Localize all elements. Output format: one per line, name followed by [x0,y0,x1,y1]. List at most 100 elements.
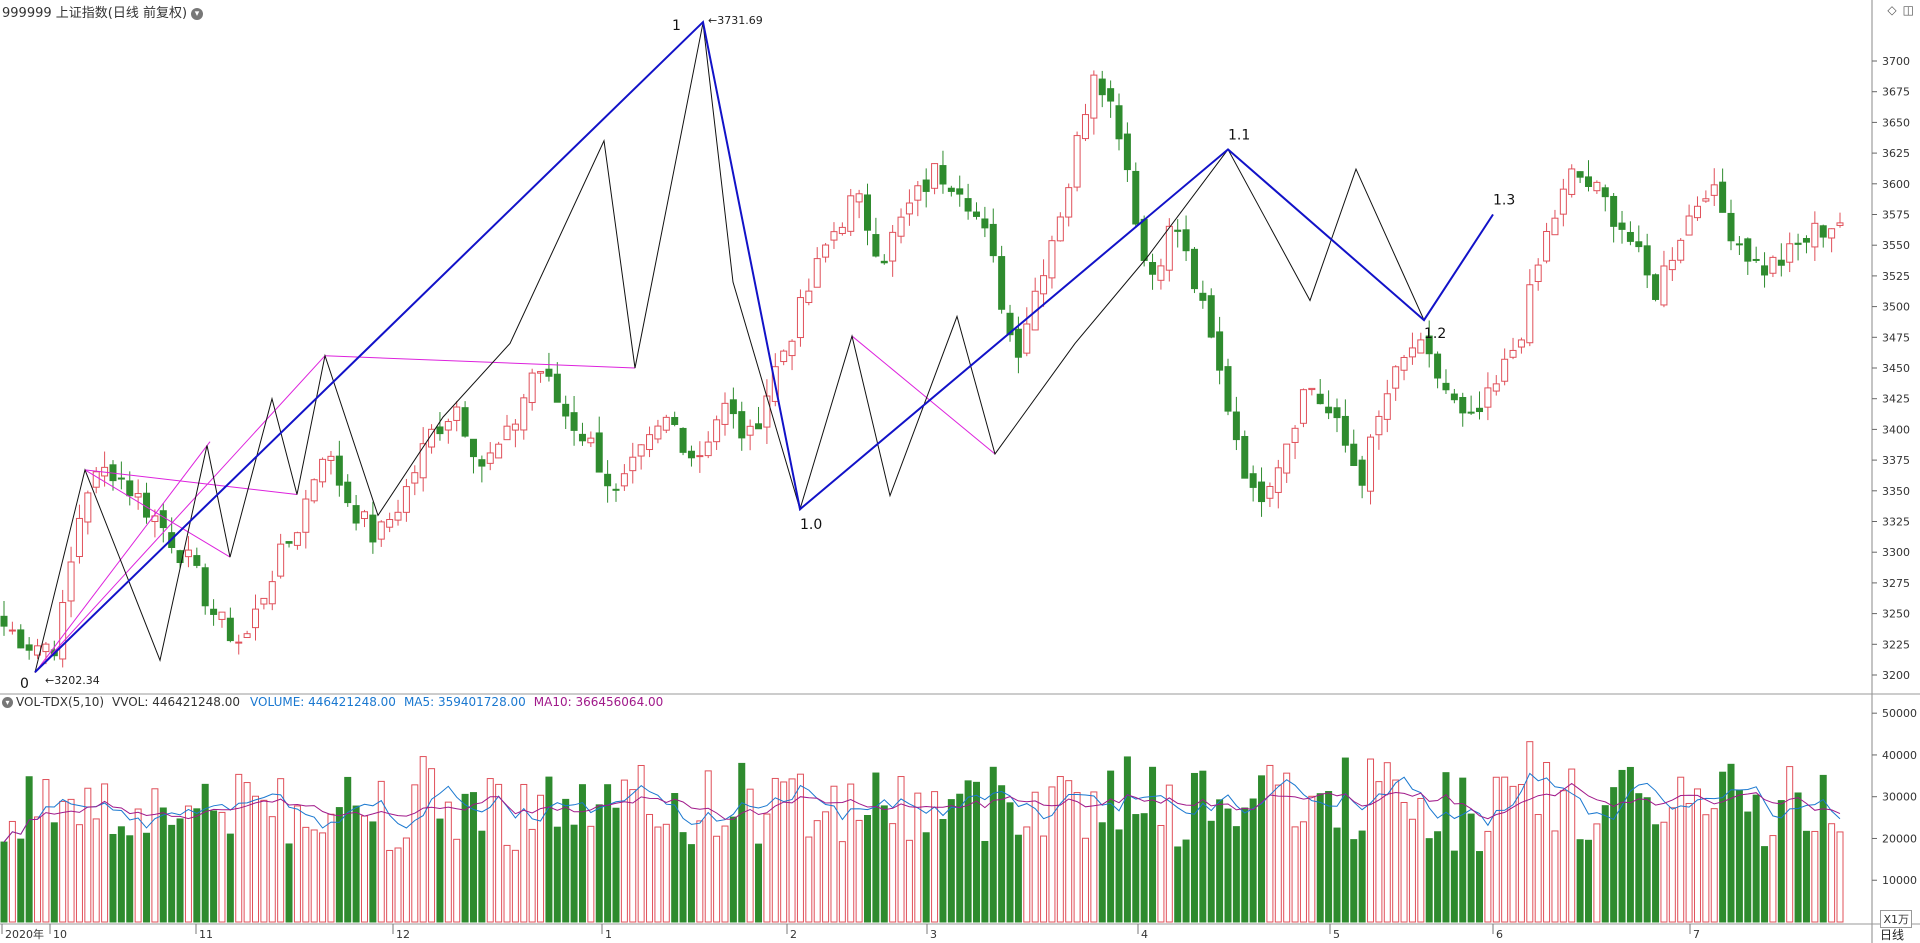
chart-title-text: 999999 上证指数(日线 前复权) [2,6,188,21]
volume-bar-down [1442,772,1450,923]
volume-bar-up [1073,792,1081,923]
wave-label: 1.2 [1424,326,1446,342]
volume-bar-up [453,838,461,923]
candle-down [369,514,377,543]
time-tick-label: 3 [930,928,937,941]
volume-bar-up [495,783,503,923]
candle-up [1408,347,1416,358]
volume-bar-down [755,843,763,923]
volume-bar-up [897,776,905,923]
candle-up [1392,366,1400,389]
candle-up [796,297,804,339]
top-right-icons: ◇ ◫ [1881,3,1914,17]
chevron-down-icon[interactable]: ▾ [191,7,204,20]
candle-down [989,223,997,257]
candle-up [780,350,788,363]
candle-up [1685,215,1693,236]
volume-bar-up [629,789,637,923]
volume-bar-down [1182,839,1190,923]
volume-bar-down [671,793,679,923]
candle-up [1165,225,1173,271]
volume-bar-up [1501,776,1509,923]
candle-down [545,368,553,377]
price-tick-label: 3325 [1882,516,1910,529]
wave-line-major [34,20,1494,673]
volume-bar-down [1132,814,1140,923]
candle-down [1777,259,1785,266]
volume-indicator-name[interactable]: VOL-TDX(5,10) [16,695,105,709]
volume-bar-up [931,791,939,923]
candle-down [469,438,477,458]
volume-bar-up [1367,758,1375,923]
volume-bar-down [1014,834,1022,923]
time-tick-label: 5 [1333,928,1340,941]
volume-bar-up [1593,823,1601,923]
volume-bar-up [1065,780,1073,923]
volume-bar-up [1685,802,1693,923]
volume-bar-up [402,837,410,923]
candle-down [210,608,218,615]
candle-down [671,417,679,425]
diamond-icon[interactable]: ◇ [1887,3,1897,17]
candle-down [956,188,964,195]
candle-down [872,234,880,257]
candle-down [1115,105,1123,140]
chart-title[interactable]: 999999 上证指数(日线 前复权) ▾ [2,2,204,21]
volume-bar-up [1081,837,1089,923]
candle-down [1182,229,1190,252]
candle-up [386,519,394,528]
volume-bar-down [352,805,360,923]
volume-bar-down [1601,805,1609,923]
candle-down [1819,225,1827,238]
candle-up [1081,114,1089,140]
candle-up [1056,216,1064,242]
volume-bar-up [1048,786,1056,923]
volume-bar-down [1761,846,1769,923]
candle-down [1358,459,1366,486]
volume-bar-down [1643,797,1651,923]
volume-bar-up [1484,830,1492,923]
volume-bar-down [0,841,8,923]
chevron-down-icon[interactable]: ▾ [2,697,13,708]
volume-bar-up [1559,790,1567,923]
volume-bar-down [1618,769,1626,923]
candle-up [1710,184,1718,196]
volume-bar-up [360,815,368,923]
candle-up [1308,387,1316,391]
candle-down [126,480,134,497]
volume-bar-up [1677,776,1685,923]
candle-down [1350,443,1358,466]
period-label[interactable]: 日线 [1879,928,1904,942]
volume-bar-down [1216,799,1224,923]
candle-up [1266,485,1274,499]
candle-up [486,452,494,464]
candle-up [1400,356,1408,371]
candle-up [1383,393,1391,420]
candle-down [964,198,972,212]
candle-up [654,425,662,440]
price-tick-label: 3600 [1882,178,1910,191]
volume-bar-up [914,792,922,923]
candle-up [218,611,226,620]
candle-down [939,165,947,185]
volume-bar-up [788,778,796,923]
candle-up [1073,135,1081,188]
candle-down [578,433,586,442]
candle-up [1786,243,1794,263]
price-tick-label: 3250 [1882,608,1910,621]
volume-bar-up [1811,830,1819,923]
volume-bar-down [436,818,444,923]
volume-bar-down [1174,846,1182,923]
candle-up [302,498,310,533]
volume-bar-up [268,816,276,923]
volume-tick-label: 20000 [1882,832,1917,845]
candle-down [1006,312,1014,336]
candle-down [1149,261,1157,275]
volume-bar-up [646,813,654,923]
panel-toggle-icon[interactable]: ◫ [1902,3,1914,17]
candle-up [721,402,729,425]
volume-bar-up [1551,830,1559,923]
candle-up [1509,349,1517,358]
volume-bar-up [151,788,159,923]
